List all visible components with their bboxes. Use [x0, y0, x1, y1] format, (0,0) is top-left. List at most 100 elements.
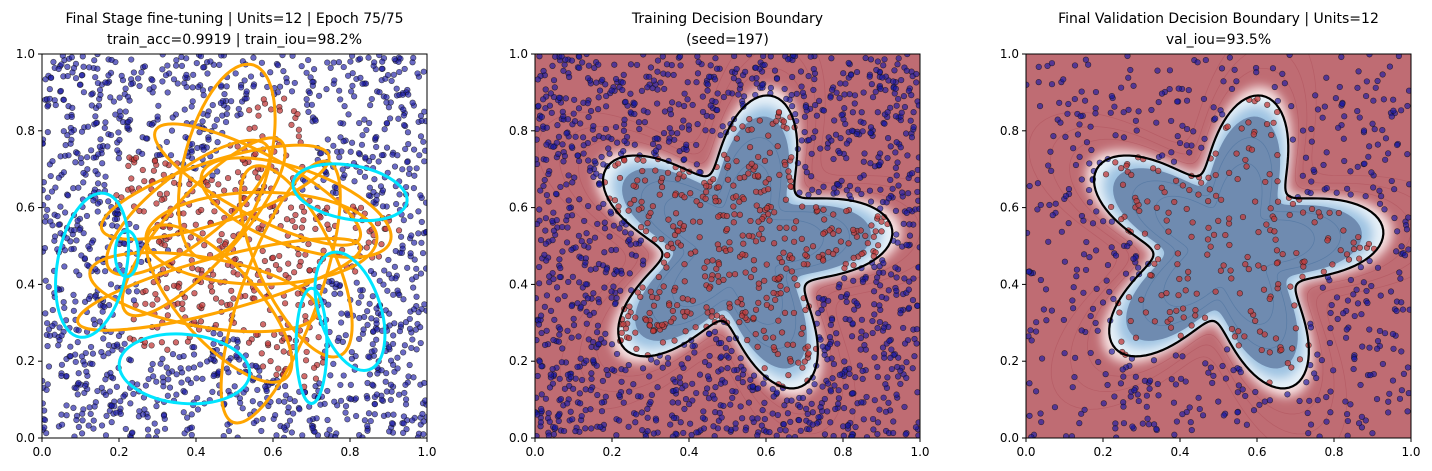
data-point-class-0: [1168, 376, 1175, 383]
data-point-class-0: [400, 296, 407, 303]
data-point-class-0: [606, 233, 613, 240]
data-point-class-1: [693, 198, 700, 205]
data-point-class-0: [1376, 187, 1383, 194]
data-point-class-1: [750, 257, 758, 264]
data-point-class-0: [565, 278, 572, 286]
data-point-class-0: [861, 150, 868, 157]
data-point-class-0: [113, 383, 120, 390]
data-point-class-1: [644, 220, 651, 227]
data-point-class-0: [166, 384, 174, 391]
data-point-class-0: [324, 387, 331, 395]
data-point-class-0: [219, 112, 226, 119]
data-point-class-0: [159, 66, 166, 73]
data-point-class-0: [341, 103, 348, 110]
data-point-class-0: [381, 126, 388, 133]
data-point-class-0: [877, 186, 884, 193]
data-point-class-0: [803, 405, 810, 413]
data-point-class-0: [72, 75, 80, 82]
data-point-class-1: [298, 203, 306, 211]
data-point-class-0: [1175, 85, 1182, 92]
data-point-class-1: [733, 135, 740, 142]
data-point-class-0: [1314, 397, 1321, 404]
data-point-class-0: [239, 405, 246, 412]
data-point-class-0: [898, 109, 905, 116]
data-point-class-1: [1266, 171, 1273, 178]
data-point-class-0: [67, 140, 74, 147]
data-point-class-0: [908, 92, 915, 99]
data-point-class-0: [676, 54, 684, 60]
data-point-class-0: [874, 373, 881, 380]
data-point-class-1: [752, 188, 760, 195]
data-point-class-0: [646, 73, 653, 80]
data-point-class-1: [615, 160, 622, 167]
data-point-class-0: [1398, 299, 1405, 306]
data-point-class-0: [1362, 417, 1369, 424]
data-point-class-1: [1172, 177, 1180, 184]
data-point-class-0: [55, 342, 62, 349]
data-point-class-1: [745, 170, 752, 177]
data-point-class-0: [1186, 149, 1193, 156]
data-point-class-0: [364, 395, 371, 402]
data-point-class-0: [654, 100, 661, 107]
data-point-class-0: [552, 54, 559, 60]
y-tick-label: 0.8: [1000, 124, 1019, 138]
data-point-class-0: [200, 92, 207, 99]
data-point-class-0: [1061, 350, 1068, 357]
data-point-class-0: [535, 394, 540, 401]
data-point-class-0: [1342, 398, 1349, 405]
axes-ticks: 0.0 0.2 0.4 0.6 0.8 1.00.00.20.40.60.81.0: [1000, 47, 1421, 459]
data-point-class-1: [706, 285, 713, 292]
data-point-class-0: [893, 287, 900, 294]
data-point-class-0: [1369, 430, 1376, 437]
data-point-class-1: [647, 288, 654, 295]
data-point-class-0: [563, 181, 570, 188]
data-point-class-1: [1245, 266, 1252, 273]
data-point-class-0: [830, 360, 838, 368]
data-point-class-0: [739, 415, 746, 422]
data-point-class-0: [1153, 119, 1160, 126]
data-point-class-0: [209, 172, 216, 179]
data-point-class-0: [92, 293, 99, 300]
data-point-class-0: [332, 433, 339, 438]
data-point-class-1: [1118, 338, 1125, 345]
data-point-class-1: [634, 177, 641, 184]
data-point-class-0: [103, 412, 110, 420]
data-point-class-0: [867, 160, 874, 167]
data-point-class-0: [46, 332, 54, 339]
data-point-class-0: [1118, 84, 1125, 91]
data-point-class-0: [588, 375, 595, 383]
data-point-class-0: [860, 89, 867, 96]
data-point-class-0: [761, 399, 768, 407]
data-point-class-1: [764, 186, 772, 193]
data-point-class-0: [852, 423, 859, 431]
data-point-class-0: [1040, 306, 1047, 313]
data-point-class-0: [107, 281, 115, 288]
data-point-class-0: [603, 92, 610, 100]
data-point-class-0: [115, 155, 122, 162]
data-point-class-0: [594, 322, 602, 329]
data-point-class-0: [870, 288, 878, 295]
data-point-class-1: [1161, 189, 1168, 196]
data-point-class-0: [64, 132, 71, 139]
data-point-class-0: [714, 90, 721, 97]
data-point-class-0: [767, 54, 774, 60]
data-point-class-0: [396, 291, 403, 299]
data-point-class-1: [639, 284, 646, 291]
data-point-class-0: [644, 427, 651, 435]
data-point-class-0: [373, 320, 380, 327]
data-point-class-1: [1301, 258, 1308, 265]
data-point-class-1: [1186, 186, 1193, 194]
data-point-class-0: [214, 168, 221, 175]
data-point-class-1: [784, 341, 791, 348]
data-point-class-0: [871, 163, 879, 170]
data-point-class-1: [1356, 244, 1363, 251]
data-point-class-0: [400, 413, 408, 420]
data-point-class-0: [644, 109, 651, 116]
data-point-class-0: [632, 240, 640, 247]
data-point-class-0: [83, 368, 90, 375]
data-point-class-0: [385, 344, 393, 351]
data-point-class-0: [80, 230, 87, 237]
data-point-class-0: [704, 87, 711, 94]
data-point-class-1: [1243, 163, 1250, 170]
